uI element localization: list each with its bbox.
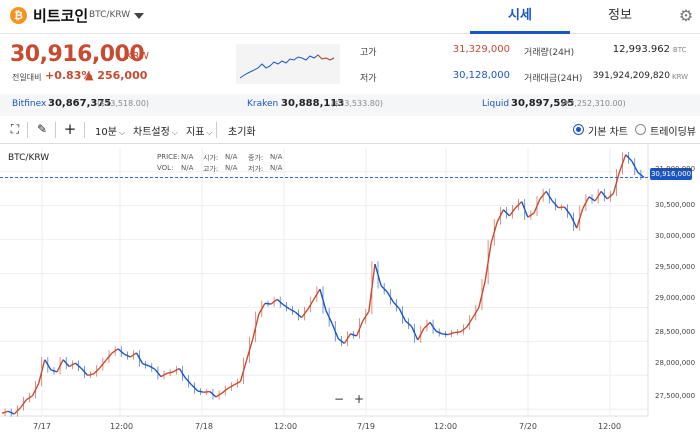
price-unit: KRW	[126, 51, 149, 62]
chart-toolbar: ⛶ ✎ + 10분 ⌵ 차트설정 ⌵ 지표 ⌵ 초기화 기본 차트 트레이딩뷰	[0, 116, 700, 144]
coin-pair: BTC/KRW	[89, 10, 131, 20]
amount-unit: KRW	[672, 73, 689, 81]
prev-day-label: 전일대비	[12, 73, 42, 82]
y-tick-label: 28,500,000	[655, 328, 696, 336]
expand-icon[interactable]: ⛶	[10, 122, 20, 136]
coin-dropdown-icon[interactable]	[134, 13, 144, 19]
exchange-name[interactable]: Bitfinex	[12, 99, 47, 109]
chart-pair-label: BTC/KRW	[8, 153, 50, 163]
current-price: 30,916,000	[10, 42, 145, 67]
toolbar-divider	[27, 122, 28, 138]
amount-label: 거래대금(24H)	[524, 74, 583, 84]
bitcoin-icon: ₿	[10, 7, 27, 24]
ohlc-vol-label: VOL:	[157, 164, 174, 172]
indicators-menu[interactable]: 지표 ⌵	[186, 123, 212, 138]
ohlc-price-value: N/A	[181, 153, 194, 161]
exchange-usd: ($23,518.00)	[97, 99, 150, 108]
x-tick-label: 12:00	[598, 422, 622, 431]
y-tick-label: 28,000,000	[655, 359, 696, 367]
exchange-usd: ($23,533.80)	[331, 99, 384, 108]
low-value: 30,128,000	[452, 70, 510, 81]
ohlc-close-value: N/A	[270, 153, 283, 161]
ohlc-open-label: 시가:	[203, 154, 219, 162]
exchange-name[interactable]: Liquid	[482, 99, 510, 109]
reset-button[interactable]: 초기화	[228, 127, 256, 138]
ohlc-high-value: N/A	[225, 164, 238, 172]
ohlc-vol-value: N/A	[181, 164, 194, 172]
exchange-name[interactable]: Kraken	[247, 99, 279, 109]
mini-chart	[236, 44, 340, 84]
ohlc-open-value: N/A	[225, 153, 238, 161]
x-tick-label: 7/20	[519, 422, 537, 431]
chart-canvas[interactable]	[0, 144, 700, 436]
interval-select[interactable]: 10분 ⌵	[95, 123, 125, 138]
y-tick-label: 31,000,000	[655, 165, 696, 173]
change-amount: ▲ 256,000	[85, 69, 148, 82]
chart-settings-menu[interactable]: 차트설정 ⌵	[133, 123, 178, 138]
exchange-price: 30,867,375	[48, 98, 112, 109]
interval-label: 10분	[95, 127, 117, 138]
y-tick-label: 29,000,000	[655, 294, 696, 302]
pencil-icon[interactable]: ✎	[36, 122, 48, 136]
volume-label: 거래량(24H)	[524, 48, 575, 58]
exchange-usd: (¥3,252,310.00)	[561, 99, 626, 108]
radio-basic-chart[interactable]	[573, 124, 584, 135]
radio-basic-chart-label: 기본 차트	[588, 127, 628, 138]
coin-name: 비트코인	[33, 7, 89, 25]
ohlc-price-label: PRICE:	[157, 153, 180, 161]
top-header: ₿ 비트코인 BTC/KRW 시세 정보 ⚙	[0, 0, 700, 34]
chevron-down-icon: ⌵	[206, 128, 213, 137]
x-tick-label: 12:00	[110, 422, 134, 431]
chevron-down-icon: ⌵	[171, 128, 178, 137]
y-tick-label: 27,500,000	[655, 392, 696, 400]
amount-value: 391,924,209,820	[592, 71, 670, 81]
tab-market[interactable]: 시세	[470, 0, 570, 34]
price-panel: 30,916,000 KRW 전일대비 +0.83% ▲ 256,000 고가 …	[0, 34, 700, 90]
y-tick-label: 30,500,000	[655, 201, 696, 209]
mini-chart-line-tail	[317, 54, 335, 61]
zoom-in-button[interactable]: +	[353, 392, 365, 406]
x-tick-label: 12:00	[274, 422, 298, 431]
exchange-row: Bitfinex 30,867,375 ($23,518.00) Kraken …	[0, 94, 700, 116]
x-tick-label: 7/19	[357, 422, 375, 431]
high-label: 고가	[360, 48, 377, 58]
radio-tradingview[interactable]	[635, 124, 646, 135]
toolbar-divider	[216, 122, 217, 138]
gear-icon[interactable]: ⚙	[678, 6, 694, 25]
chevron-down-icon: ⌵	[118, 128, 126, 137]
high-value: 31,329,000	[452, 44, 510, 55]
volume-value: 12,993.962	[612, 44, 670, 55]
toolbar-divider	[55, 122, 56, 138]
ohlc-low-label: 저가:	[248, 165, 264, 173]
chart-settings-label: 차트설정	[133, 127, 170, 138]
crosshair-icon[interactable]: +	[63, 120, 77, 138]
x-tick-label: 7/17	[33, 422, 51, 431]
price-chart[interactable]: BTC/KRW PRICE: N/A 시가: N/A 종가: N/A VOL: …	[0, 144, 700, 436]
exchange-price: 30,897,595	[511, 98, 575, 109]
tab-info[interactable]: 정보	[608, 8, 632, 23]
x-tick-label: 12:00	[434, 422, 458, 431]
ohlc-close-label: 종가:	[248, 154, 264, 162]
mini-chart-line	[239, 54, 335, 79]
low-label: 저가	[360, 74, 377, 84]
change-percent: +0.83%	[45, 69, 93, 82]
y-tick-label: 30,000,000	[655, 232, 696, 240]
ohlc-low-value: N/A	[270, 164, 283, 172]
zoom-out-button[interactable]: −	[333, 392, 345, 406]
volume-unit: BTC	[673, 46, 687, 54]
indicators-label: 지표	[186, 127, 205, 138]
exchange-price: 30,888,113	[281, 98, 345, 109]
toolbar-divider	[84, 122, 85, 138]
ohlc-high-label: 고가:	[203, 165, 219, 173]
x-tick-label: 7/18	[195, 422, 213, 431]
current-price-tag: 30,916,000	[650, 168, 692, 180]
y-tick-label: 29,500,000	[655, 263, 696, 271]
radio-tradingview-label: 트레이딩뷰	[650, 127, 696, 138]
